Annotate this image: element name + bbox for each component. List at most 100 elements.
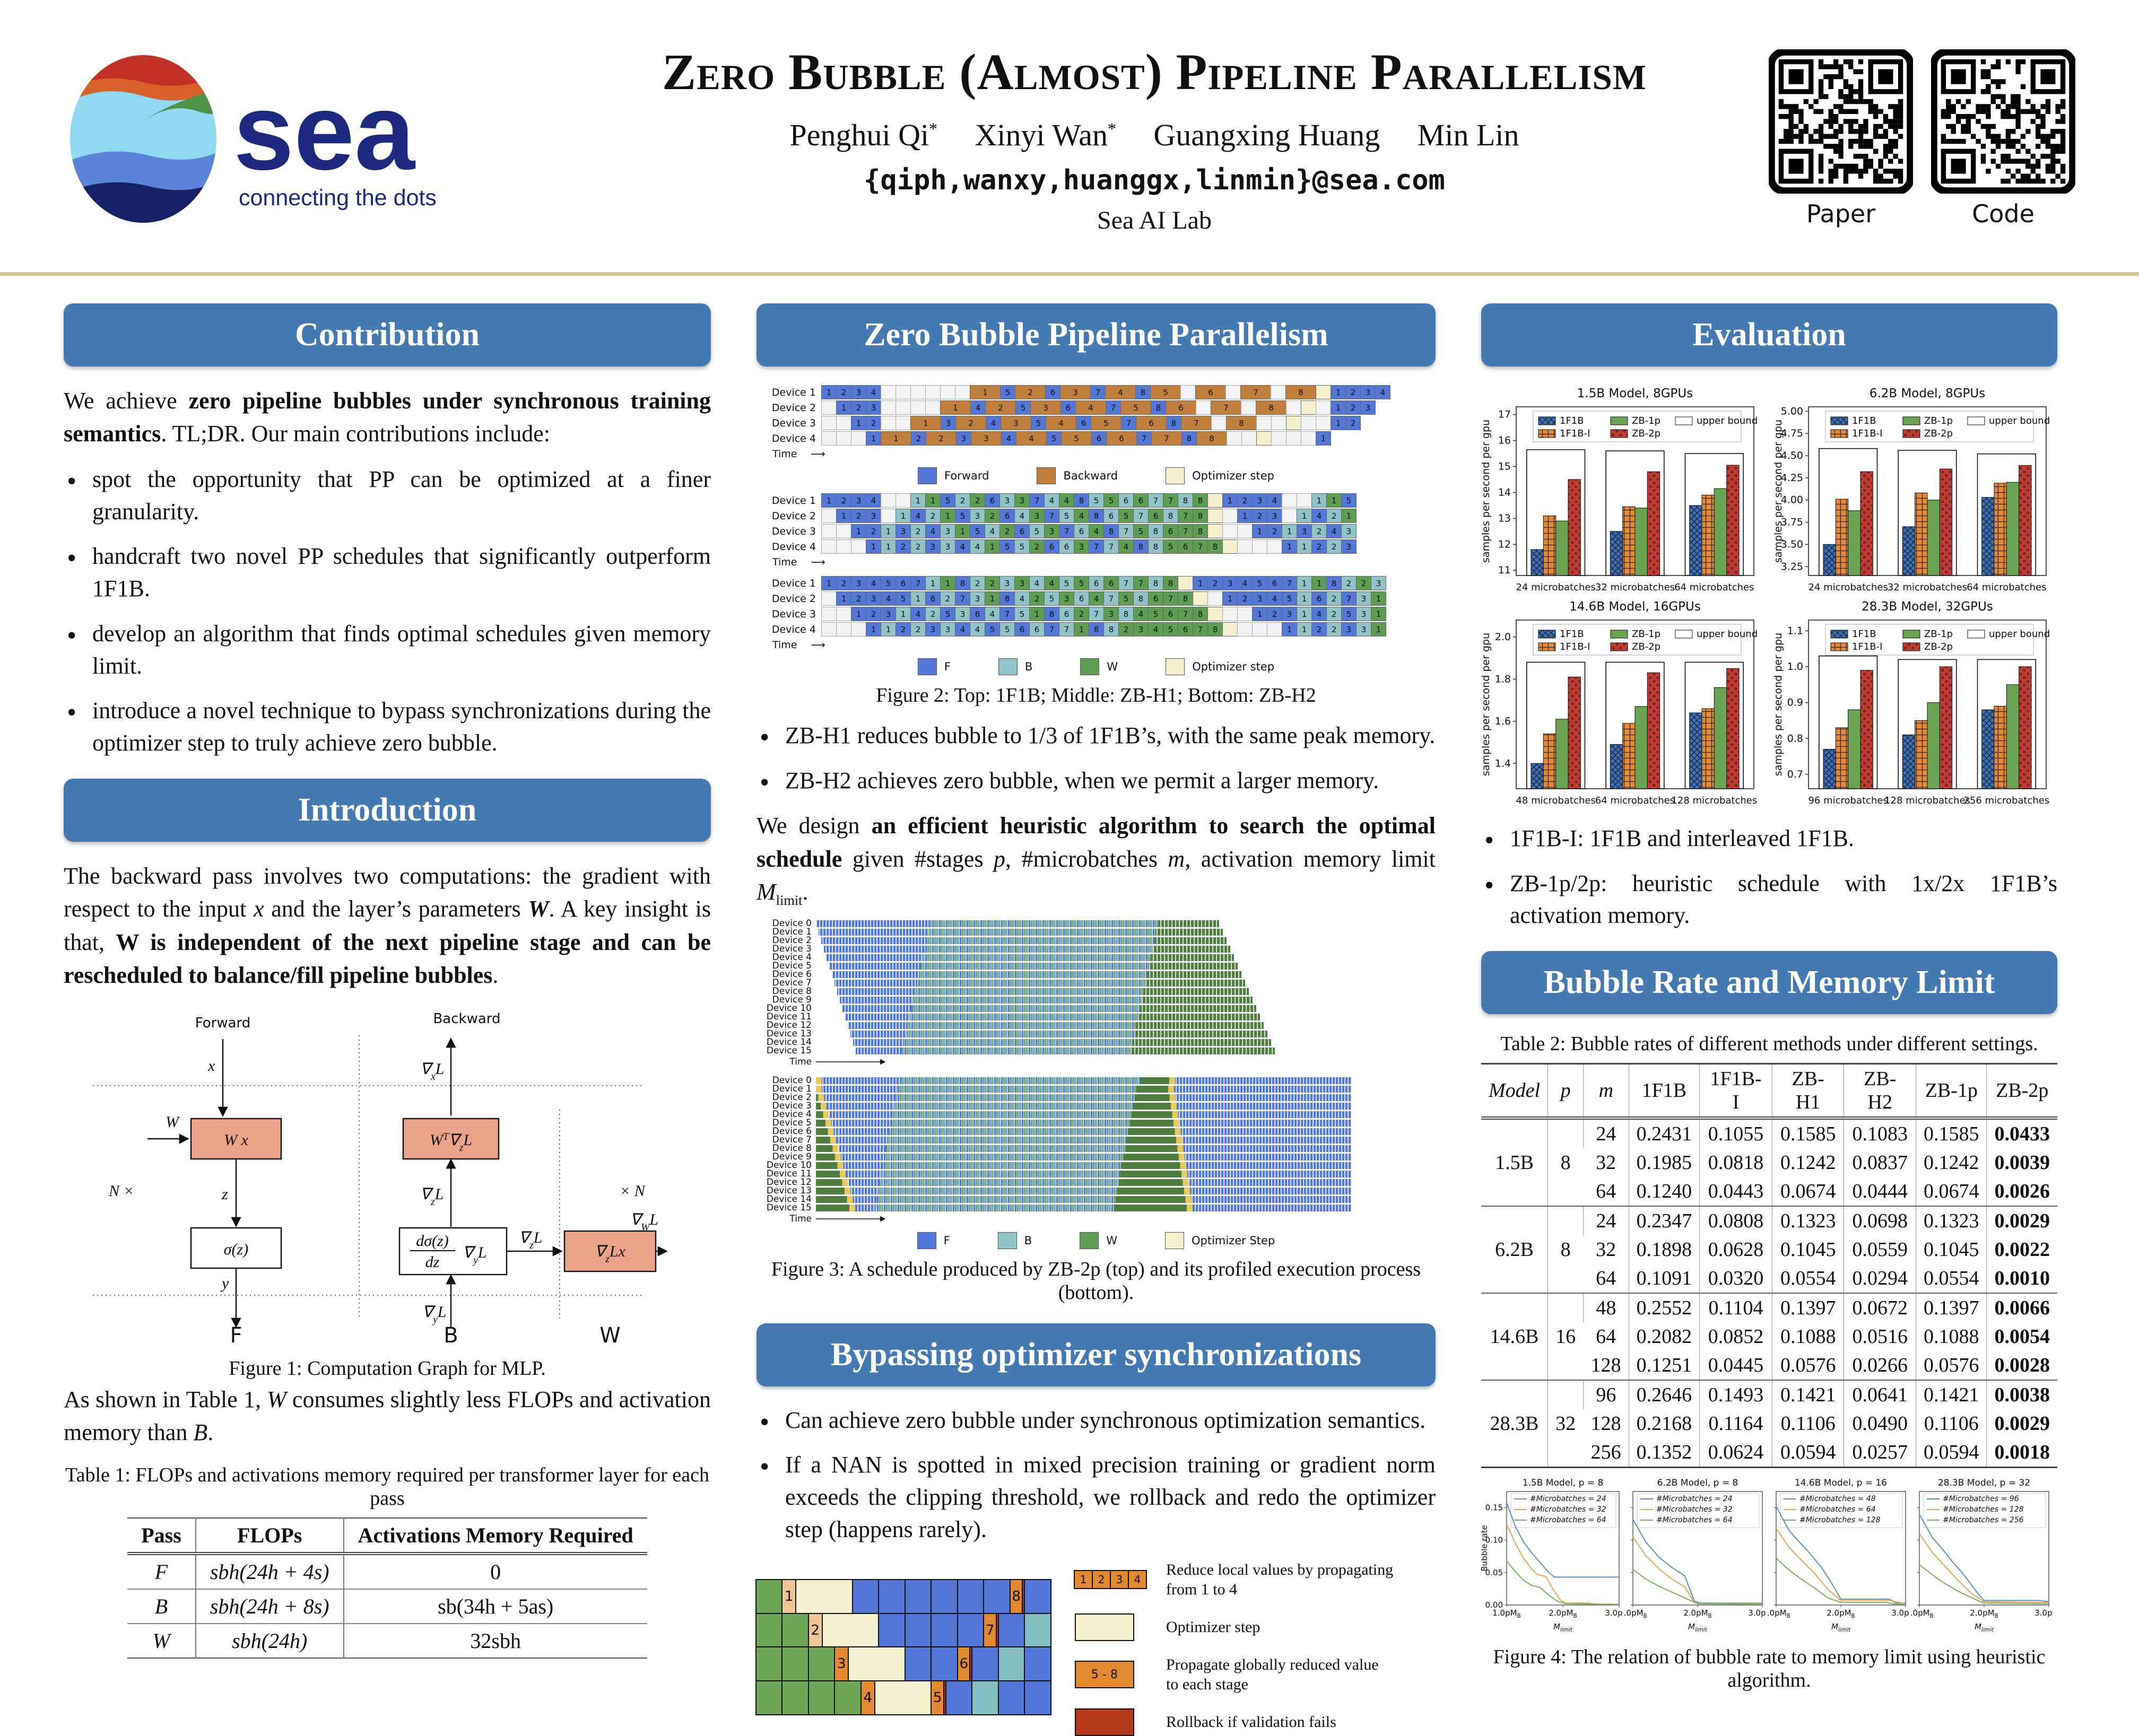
schedule-cell: 7 (1133, 509, 1149, 523)
schedule-cell: 6 (1163, 607, 1178, 621)
schedule-cell: 3 (851, 576, 866, 590)
schedule-cell: 6 (1148, 509, 1163, 523)
schedule-cell: 5 (999, 539, 1015, 554)
svg-text:ZB-2p: ZB-2p (1632, 641, 1660, 652)
schedule-cell: 1 (985, 591, 1000, 606)
schedule-cell (1267, 539, 1282, 554)
svg-text:28.3B Model, 32GPUs: 28.3B Model, 32GPUs (1862, 600, 1993, 614)
schedule-cell: 4 (970, 400, 986, 415)
svg-text:dσ(z): dσ(z) (416, 1232, 448, 1250)
schedule-cell: 3 (956, 431, 971, 446)
schedule-cell (1286, 431, 1301, 446)
schedule-cell (1207, 591, 1223, 606)
schedule-cell: 1 (1297, 539, 1312, 554)
bypass-legend-item: 1 2 3 4 Reduce local values by propagating f… (1074, 1560, 1394, 1600)
svg-text:Time: Time (789, 1057, 812, 1067)
svg-text:3.50: 3.50 (1781, 538, 1803, 550)
svg-text:4.50: 4.50 (1781, 450, 1803, 461)
svg-text:Device 7: Device 7 (772, 1135, 812, 1145)
schedule-cell: 5 (1341, 607, 1357, 621)
schedule-cell: 7 (1059, 622, 1074, 636)
pipeline-cell (983, 1579, 1011, 1615)
schedule-cell: 6 (1014, 524, 1030, 538)
schedule-cell (821, 539, 837, 554)
pipeline-cell: 3 (834, 1646, 849, 1682)
schedule-cell: 2 (985, 576, 1000, 590)
table1-caption: Table 1: FLOPs and activations memory re… (65, 1463, 709, 1510)
svg-text:3.0pMB: 3.0pMB (1605, 1608, 1622, 1619)
schedule-cell: 3 (866, 509, 881, 523)
svg-text:Mlimit: Mlimit (1975, 1622, 1994, 1633)
schedule-cell: 5 (940, 493, 955, 508)
svg-text:3.25: 3.25 (1781, 561, 1803, 572)
svg-text:× N: × N (620, 1182, 646, 1200)
svg-text:Mlimit: Mlimit (1553, 1622, 1573, 1633)
pipeline-cell (781, 1680, 809, 1715)
schedule-cell: 8 (1135, 385, 1151, 399)
svg-text:0.7: 0.7 (1787, 769, 1803, 780)
svg-text:1.0: 1.0 (1787, 661, 1803, 673)
table1-note: As shown in Table 1, W consumes slightly… (64, 1386, 711, 1446)
svg-text:#Microbatches = 96: #Microbatches = 96 (1943, 1495, 2019, 1503)
schedule-cell: 1 (895, 509, 911, 523)
schedule-cell: 6 (1178, 622, 1193, 636)
schedule-cell: 6 (1045, 385, 1060, 399)
schedule-cell: 1 (895, 607, 911, 621)
schedule-cell: 1 (910, 416, 941, 430)
affiliation: Sea AI Lab (1097, 206, 1212, 234)
svg-text:17: 17 (1498, 409, 1511, 421)
schedule-cell: 4 (1148, 622, 1163, 636)
svg-text:ZB-2p: ZB-2p (1632, 428, 1660, 439)
schedule-cell: 1 (1282, 524, 1297, 538)
schedule-cell: 1 (1297, 509, 1312, 523)
schedule-cell: 4 (1326, 524, 1342, 538)
schedule-cell: 3 (851, 385, 866, 399)
svg-text:6.2B Model, p = 8: 6.2B Model, p = 8 (1657, 1478, 1738, 1488)
schedule-cell: 2 (1326, 591, 1342, 606)
figure3-legend: F B W Optimizer Step (757, 1232, 1436, 1249)
svg-text:σ(z): σ(z) (224, 1241, 248, 1258)
figure2-caption: Figure 2: Top: 1F1B; Middle: ZB-H1; Bott… (876, 684, 1316, 706)
schedule-cell (925, 400, 941, 415)
schedule-cell: 3 (866, 400, 881, 415)
schedule-cell: 7 (1118, 524, 1134, 538)
schedule-cell: 3 (1360, 385, 1376, 399)
svg-text:W x: W x (224, 1131, 248, 1149)
schedule-cell: 2 (1074, 607, 1089, 621)
svg-text:Device 4: Device 4 (772, 952, 812, 963)
svg-text:128 microbatches: 128 microbatches (1884, 795, 1970, 806)
schedule-cell: 8 (1181, 431, 1197, 446)
schedule-cell: 4 (1105, 385, 1136, 399)
schedule-cell: 2 (836, 493, 851, 508)
email: {qiph,wanxy,huanggx,linmin}@sea.com (864, 164, 1445, 196)
schedule-cell: 2 (836, 385, 851, 399)
schedule-cell (1282, 509, 1297, 523)
schedule-cell (895, 385, 911, 399)
schedule-cell: 1 (1326, 493, 1342, 508)
chart-28-3b: 28.3B Model, 32GPUs samples per second pe… (1773, 600, 2050, 806)
schedule-cell: 4 (955, 539, 970, 554)
svg-text:∇yL: ∇yL (422, 1303, 446, 1325)
table2-row: 14.6B 16 48 0.2552 0.1104 0.1397 0.0672 0.1397 0… (1481, 1293, 2057, 1381)
schedule-cell: 8 (1133, 591, 1149, 606)
svg-text:Device 9: Device 9 (772, 1151, 812, 1162)
schedule-cell: 4 (1059, 493, 1074, 508)
schedule-cell (851, 431, 866, 446)
schedule-cell: 6 (1044, 539, 1059, 554)
schedule-cell: 1 (881, 524, 896, 538)
svg-text:∇zL: ∇zL (519, 1229, 542, 1251)
schedule-cell: 5 (1163, 622, 1178, 636)
schedule-cell: 4 (1044, 576, 1059, 590)
schedule-cell: 2 (1341, 576, 1357, 590)
schedule-cell: 3 (1133, 622, 1149, 636)
schedule-cell: 1 (985, 539, 1000, 554)
svg-text:3.0pMB: 3.0pMB (1748, 1608, 1766, 1619)
schedule-cell: 8 (1193, 509, 1208, 523)
schedule-cell (1237, 622, 1253, 636)
schedule-cell: 1 (881, 539, 896, 554)
introduction-text: The backward pass involves two computati… (64, 862, 711, 989)
section-zero-bubble: Zero Bubble Pipeline Parallelism (757, 303, 1436, 367)
bypass-legend-item: Rollback if validation fails (1075, 1708, 1394, 1736)
svg-text:∇WL: ∇WL (630, 1211, 658, 1233)
svg-text:#Microbatches = 256: #Microbatches = 256 (1943, 1516, 2024, 1524)
